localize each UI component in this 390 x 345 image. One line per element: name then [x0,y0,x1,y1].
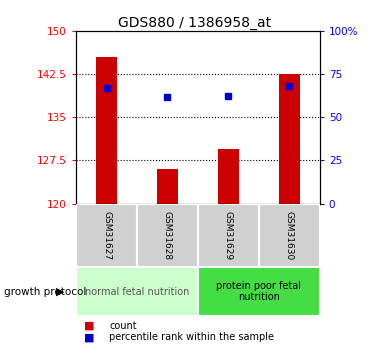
Bar [198,267,320,316]
Bar [279,74,300,204]
Text: ■: ■ [84,321,94,331]
Bar [157,169,178,204]
Bar [76,267,198,316]
Bar [96,57,117,204]
Bar [259,204,320,267]
Text: ▶: ▶ [56,287,65,296]
Text: growth protocol: growth protocol [4,287,86,296]
Bar [76,204,137,267]
Text: GSM31628: GSM31628 [163,211,172,260]
Text: count: count [109,321,137,331]
Bar [198,204,259,267]
Text: protein poor fetal
nutrition: protein poor fetal nutrition [216,281,301,302]
Text: normal fetal nutrition: normal fetal nutrition [85,287,189,296]
Bar [137,204,198,267]
Text: GSM31630: GSM31630 [285,211,294,260]
Text: GDS880 / 1386958_at: GDS880 / 1386958_at [119,16,271,30]
Text: ■: ■ [84,333,94,342]
Text: percentile rank within the sample: percentile rank within the sample [109,333,274,342]
Text: GSM31627: GSM31627 [102,211,111,260]
Bar [218,149,239,204]
Text: GSM31629: GSM31629 [224,211,233,260]
